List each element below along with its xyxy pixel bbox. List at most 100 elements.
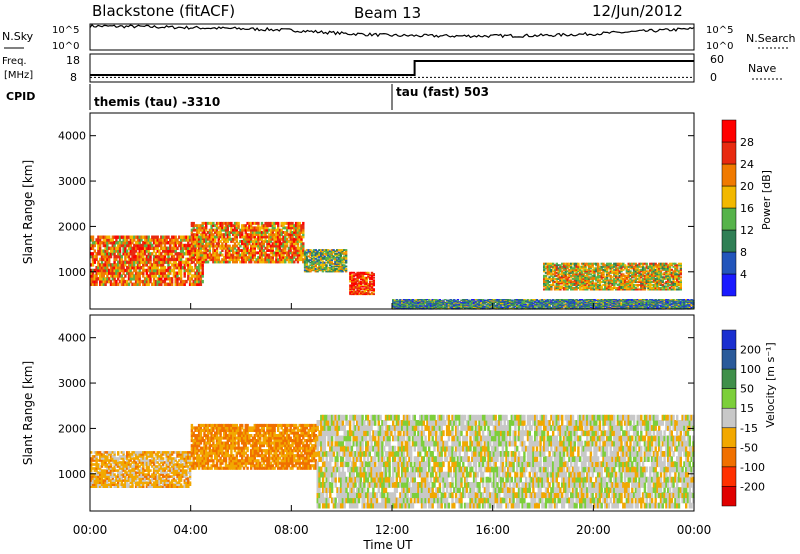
heatmap-cell-1 — [259, 228, 262, 232]
heatmap-cell-4 — [505, 299, 508, 301]
heatmap-cell-0 — [187, 260, 190, 264]
heatmap-cell-1 — [196, 242, 199, 246]
heatmap-cell-0 — [131, 277, 134, 281]
heatmap-cell-3 — [369, 281, 372, 284]
heatmap-cell-1 — [203, 258, 206, 262]
heatmap-cell-2 — [318, 252, 321, 255]
heatmap-cell-4 — [580, 301, 584, 303]
heatmap-cell-1 — [197, 251, 201, 255]
heatmap-cell-4 — [435, 306, 438, 308]
heatmap-cell-1 — [266, 255, 269, 259]
heatmap-cell-3 — [356, 276, 359, 279]
heatmap-cell-0 — [118, 268, 122, 273]
heatmap-cell-4 — [613, 302, 616, 305]
heatmap-cell-1 — [215, 244, 219, 248]
heatmap-cell-1 — [268, 240, 271, 243]
heatmap-cell-2 — [334, 269, 337, 272]
heatmap-cell-1 — [230, 226, 233, 230]
heatmap-cell-1 — [255, 231, 258, 234]
heatmap-cell-4 — [552, 299, 555, 301]
heatmap-cell-0 — [147, 241, 150, 245]
heatmap-cell-3 — [365, 289, 368, 292]
heatmap-cell-3 — [367, 290, 370, 293]
heatmap-cell-2 — [323, 261, 326, 264]
heatmap-cell-2 — [325, 268, 328, 270]
heatmap-cell-1 — [217, 242, 220, 246]
heatmap-cell-1 — [257, 221, 260, 225]
heatmap-cell-0 — [161, 241, 165, 245]
heatmap-cell-1 — [241, 260, 244, 264]
heatmap-cell-0 — [154, 271, 158, 275]
heatmap-cell-1 — [203, 249, 206, 252]
heatmap-cell-1 — [214, 251, 217, 255]
heatmap-cell-1 — [232, 260, 235, 264]
heatmap-cell-3 — [354, 283, 357, 285]
heatmap-cell-2 — [316, 260, 319, 263]
heatmap-cell-1 — [296, 221, 300, 225]
heatmap-cell-0 — [188, 249, 192, 253]
heatmap-cell-0 — [100, 252, 104, 256]
heatmap-cell-1 — [208, 242, 211, 246]
heatmap-cell-1 — [219, 226, 222, 230]
heatmap-cell-1 — [259, 242, 262, 246]
heatmap-cell-1 — [219, 251, 222, 255]
heatmap-cell-0 — [199, 274, 203, 278]
heatmap-cell-0 — [163, 238, 167, 242]
heatmap-cell-1 — [208, 249, 211, 252]
heatmap-cell-4 — [512, 303, 515, 305]
heatmap-cell-0 — [104, 238, 107, 242]
heatmap-cell-4 — [433, 302, 436, 304]
heatmap-cell-0 — [179, 246, 183, 250]
heatmap-cell-1 — [242, 246, 246, 250]
heatmap-cell-4 — [564, 299, 567, 301]
heatmap-cell-4 — [577, 307, 580, 309]
heatmap-cell-0 — [142, 235, 145, 239]
heatmap-cell-0 — [126, 260, 129, 264]
heatmap-cell-0 — [108, 238, 111, 242]
heatmap-cell-1 — [244, 228, 247, 232]
heatmap-cell-0 — [161, 268, 165, 273]
heatmap-cell-0 — [138, 282, 141, 286]
heatmap-cell-3 — [370, 275, 374, 278]
heatmap-cell-0 — [197, 282, 201, 286]
heatmap-cell-4 — [562, 305, 566, 307]
heatmap-cell-0 — [185, 279, 188, 284]
heatmap-cell-1 — [250, 221, 253, 225]
heatmap-cell-2 — [309, 251, 312, 254]
heatmap-cell-0 — [99, 252, 102, 256]
heatmap-cell-2 — [341, 260, 344, 263]
heatmap-cell-0 — [183, 263, 186, 267]
heatmap-cell-0 — [196, 235, 199, 239]
heatmap-cell-1 — [201, 244, 204, 248]
heatmap-cell-4 — [514, 305, 517, 307]
heatmap-cell-3 — [369, 278, 372, 280]
heatmap-cell-1 — [275, 231, 278, 234]
heatmap-cell-1 — [278, 242, 282, 246]
heatmap-cell-4 — [514, 301, 517, 303]
heatmap-cell-2 — [303, 256, 307, 259]
heatmap-cell-1 — [264, 224, 267, 228]
heatmap-cell-0 — [158, 249, 161, 253]
heatmap-cell-0 — [176, 266, 179, 270]
heatmap-cell-0 — [126, 235, 129, 239]
heatmap-cell-1 — [302, 231, 305, 234]
heatmap-cell-1 — [264, 246, 267, 250]
heatmap-cell-0 — [136, 257, 140, 262]
heatmap-cell-1 — [296, 226, 300, 230]
heatmap-cell-1 — [251, 233, 255, 237]
heatmap-cell-4 — [609, 306, 612, 308]
heatmap-cell-2 — [320, 269, 323, 272]
heatmap-cell-0 — [174, 277, 177, 281]
heatmap-cell-1 — [273, 224, 276, 228]
heatmap-cell-4 — [528, 306, 531, 308]
heatmap-cell-3 — [358, 285, 361, 288]
heatmap-cell-2 — [309, 266, 312, 269]
heatmap-cell-0 — [152, 235, 156, 239]
heatmap-cell-1 — [248, 242, 251, 246]
heatmap-cell-1 — [285, 253, 289, 257]
heatmap-cell-1 — [293, 251, 296, 255]
heatmap-cell-1 — [293, 240, 296, 243]
heatmap-cell-4 — [561, 306, 564, 308]
heatmap-cell-3 — [365, 281, 368, 284]
heatmap-cell-2 — [312, 259, 316, 262]
